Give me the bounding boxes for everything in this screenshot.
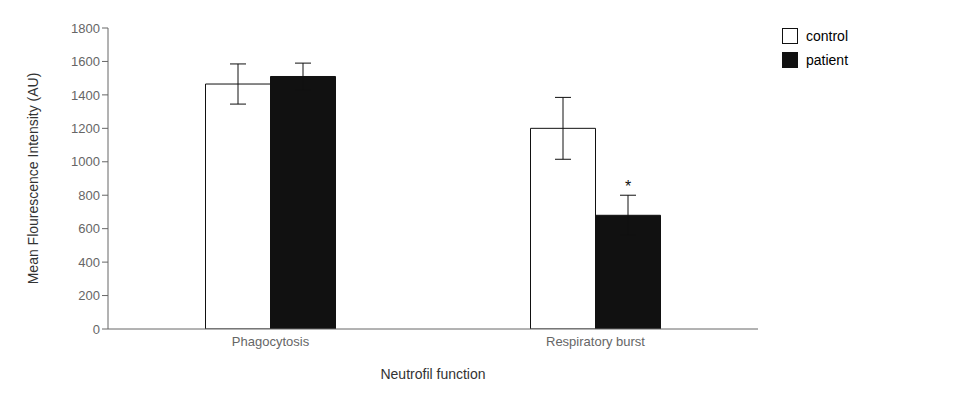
svg-text:1000: 1000 — [71, 154, 100, 169]
svg-text:Neutrofil function: Neutrofil function — [380, 366, 485, 382]
svg-text:800: 800 — [78, 188, 100, 203]
svg-text:600: 600 — [78, 221, 100, 236]
svg-text:1800: 1800 — [71, 21, 100, 36]
svg-text:1600: 1600 — [71, 54, 100, 69]
svg-text:200: 200 — [78, 288, 100, 303]
svg-text:Mean Flourescence Intensity (A: Mean Flourescence Intensity (AU) — [25, 73, 41, 285]
html-text:control: control — [806, 28, 848, 44]
svg-text:Phagocytosis: Phagocytosis — [232, 334, 310, 349]
svg-text:0: 0 — [93, 322, 100, 337]
svg-text:1400: 1400 — [71, 88, 100, 103]
svg-text:1200: 1200 — [71, 121, 100, 136]
html-text:patient: patient — [806, 52, 848, 68]
svg-text:400: 400 — [78, 255, 100, 270]
svg-text:Respiratory burst: Respiratory burst — [546, 334, 645, 349]
svg-text:*: * — [625, 178, 631, 195]
